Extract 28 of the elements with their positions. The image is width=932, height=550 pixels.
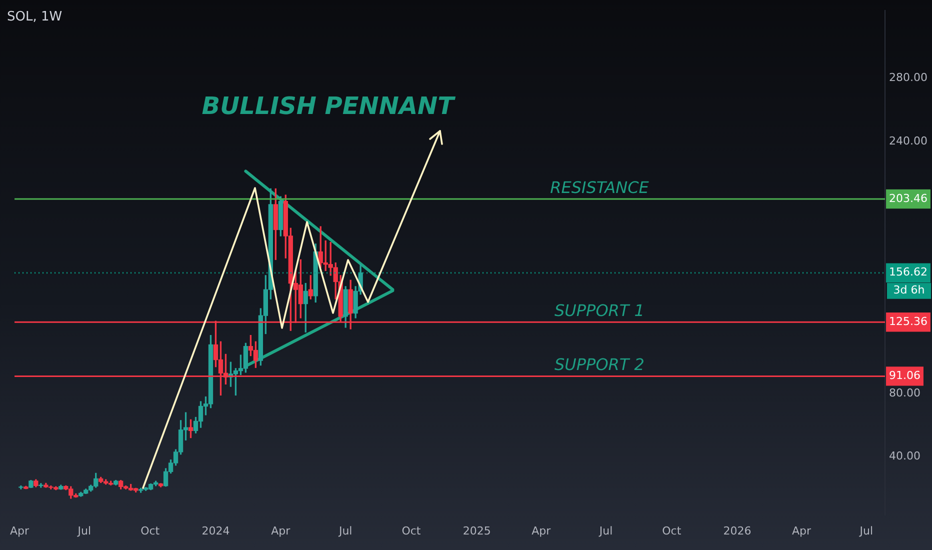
y-tick-label: 125.36 — [889, 314, 928, 328]
y-tick-label: 203.46 — [889, 192, 928, 205]
chart-subtitle: SOL, 1W — [7, 9, 62, 24]
x-tick-label: Jul — [76, 524, 92, 538]
x-tick-label: Jul — [598, 524, 613, 538]
ref-line-label: RESISTANCE — [550, 178, 650, 198]
x-tick-label: Jul — [338, 524, 352, 538]
x-tick-label: Oct — [402, 524, 422, 538]
y-tick-label: 156.62 — [889, 266, 928, 279]
y-tick-label: 280.00 — [889, 71, 928, 84]
x-tick-label: Oct — [140, 524, 160, 538]
text: 3d 6h — [893, 284, 925, 297]
y-tick-label: 240.00 — [889, 134, 928, 148]
x-tick-label: 2025 — [462, 524, 491, 538]
x-tick-label: Jul — [858, 524, 874, 538]
ref-line-label: SUPPORT 1 — [554, 301, 644, 320]
text: BULLISH PENNANT — [202, 92, 456, 120]
y-tick-label: 40.00 — [889, 450, 920, 463]
x-tick-label: Apr — [10, 524, 30, 538]
x-tick-label: 2024 — [202, 524, 230, 538]
x-tick-label: 2026 — [723, 524, 752, 538]
y-tick-label: 80.00 — [889, 386, 920, 400]
y-tick-label: 91.06 — [889, 369, 920, 382]
x-tick-label: Oct — [662, 524, 682, 538]
x-tick-label: Apr — [532, 524, 552, 538]
ref-line-label: SUPPORT 2 — [554, 355, 644, 374]
x-tick-label: Apr — [271, 524, 291, 538]
x-tick-label: Apr — [792, 524, 812, 538]
